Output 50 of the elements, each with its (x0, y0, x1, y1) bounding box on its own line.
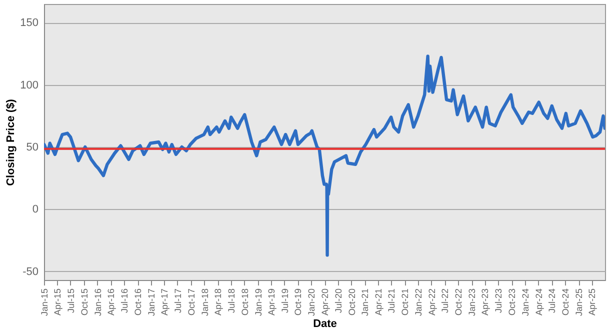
x-tick-label: Oct-19 (293, 288, 304, 316)
y-tick-label: -50 (22, 266, 38, 278)
x-tick-label: Jul-18 (226, 288, 236, 314)
x-tick-label: Apr-18 (213, 288, 224, 316)
x-tick-label: Apr-24 (534, 288, 544, 316)
y-tick-label: 100 (20, 79, 38, 92)
x-tick-label: Apr-23 (480, 288, 490, 316)
x-tick-label: Apr-15 (52, 288, 63, 316)
x-tick-label: Jul-19 (280, 288, 290, 314)
x-tick-label: Jul-23 (494, 288, 504, 314)
x-tick-label: Jul-22 (440, 288, 450, 314)
x-tick-label: Oct-18 (240, 288, 250, 316)
x-tick-label: Apr-21 (373, 288, 384, 316)
line-series (44, 54, 605, 257)
x-tick-label: Oct-22 (454, 288, 464, 316)
x-tick-label: Apr-19 (266, 288, 276, 316)
x-axis-title: Date (313, 318, 337, 330)
x-tick-label: Jul-21 (386, 288, 397, 314)
x-tick-label: Apr-20 (320, 288, 330, 316)
x-tick-label: Jul-24 (547, 288, 558, 314)
x-tick-label: Jan-22 (414, 288, 424, 316)
x-tick-label: Oct-21 (400, 288, 410, 316)
x-tick-label: Oct-24 (560, 288, 571, 316)
x-tick-label: Oct-16 (133, 288, 143, 316)
x-tick-label: Oct-23 (507, 288, 517, 316)
x-tick-label: Jan-16 (92, 288, 103, 316)
x-tick-label: Oct-15 (79, 288, 90, 316)
x-tick-label: Jul-16 (120, 288, 130, 314)
x-tick-label: Apr-17 (160, 288, 170, 316)
x-tick-label: Jul-20 (333, 288, 344, 314)
x-tick-label: Jan-18 (200, 288, 210, 316)
y-tick-label: 150 (20, 17, 38, 30)
x-tick-label: Oct-20 (346, 288, 357, 316)
x-tick-label: Jan-15 (40, 288, 50, 316)
y-axis-title: Closing Price ($) (5, 98, 18, 186)
x-tick-label: Oct-17 (186, 288, 196, 316)
x-tick-label: Jan-25 (574, 288, 584, 316)
y-tick-label: 50 (26, 141, 38, 154)
x-tick-label: Jan-21 (360, 288, 370, 316)
x-tick-label: Jan-20 (306, 288, 317, 316)
x-tick-label: Apr-25 (587, 288, 598, 316)
y-tick-label: 0 (32, 204, 38, 216)
x-tick-label: Jan-19 (253, 288, 264, 316)
x-tick-label: Jan-17 (146, 288, 156, 316)
x-tick-label: Jan-24 (520, 288, 530, 316)
x-tick-label: Jul-17 (172, 288, 183, 314)
x-tick-label: Jan-23 (467, 288, 478, 316)
x-tick-label: Apr-16 (106, 288, 116, 316)
x-tick-label: Jul-15 (66, 288, 76, 314)
x-tick-label: Apr-22 (426, 288, 437, 316)
